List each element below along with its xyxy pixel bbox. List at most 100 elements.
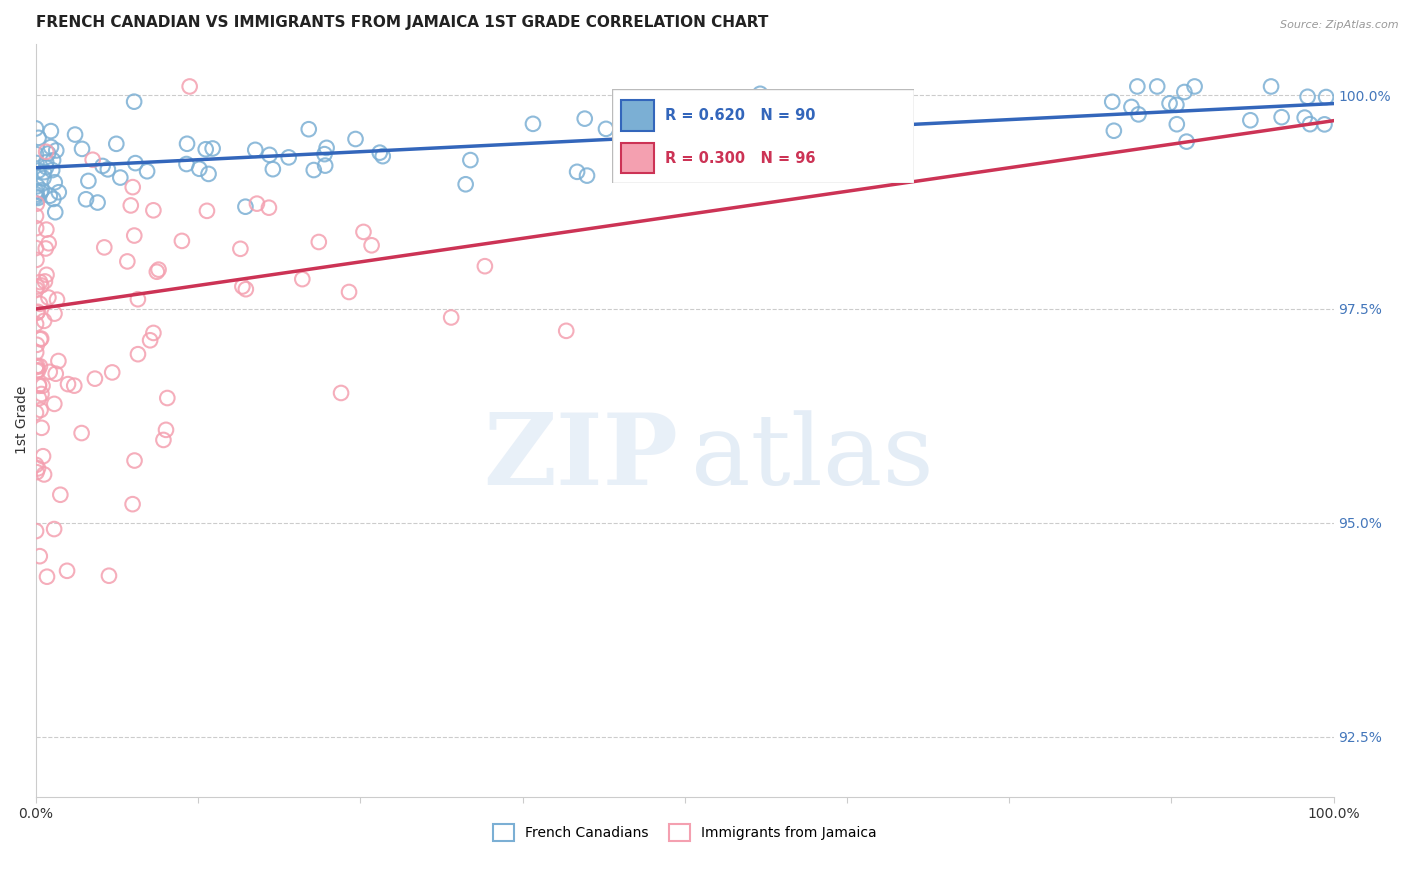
Point [176,157,198,171]
Point [259,148,281,162]
Point [142,203,165,218]
Text: atlas: atlas [692,410,934,506]
Point [28,391,51,405]
Point [38,365,60,379]
Point [124,156,146,170]
Point [796,146,818,161]
Point [1102,124,1125,138]
Point [25,465,48,479]
Point [35,155,58,169]
Point [39,124,62,138]
Point [38,236,60,251]
Point [1315,90,1337,104]
Point [41,163,63,178]
Point [30,278,52,293]
Point [25,184,48,198]
Point [1166,98,1188,112]
Point [440,310,463,325]
Point [27,305,49,319]
Text: ZIP: ZIP [484,409,678,507]
Point [25,345,48,359]
Point [314,147,336,161]
Point [25,241,48,255]
Point [25,406,48,420]
Point [235,282,257,296]
Point [124,453,146,467]
Y-axis label: 1st Grade: 1st Grade [15,386,30,454]
Point [25,458,48,472]
Point [82,153,104,167]
Point [75,192,97,206]
Point [246,196,269,211]
Point [25,187,48,202]
Point [522,117,544,131]
Point [48,185,70,199]
Point [25,364,48,378]
Point [1173,85,1195,99]
Point [1260,79,1282,94]
Point [27,131,49,145]
Point [675,120,697,134]
Point [330,386,353,401]
Point [35,570,58,584]
Point [42,522,65,536]
Point [337,285,360,299]
Point [32,467,55,482]
Point [35,160,58,174]
Point [1175,135,1198,149]
Point [28,379,51,393]
Point [574,112,596,126]
Point [139,333,162,347]
Point [37,291,59,305]
Point [56,564,79,578]
Point [155,423,177,437]
Point [56,377,79,392]
Point [31,421,53,435]
Point [122,95,145,109]
Point [39,140,62,154]
Point [148,262,170,277]
Point [676,100,699,114]
Point [27,163,49,178]
Point [749,87,772,101]
Point [146,265,169,279]
Point [31,378,53,392]
Point [25,360,48,375]
Point [368,145,391,160]
Point [45,367,67,381]
Point [28,377,51,392]
Point [86,195,108,210]
Point [1271,110,1294,124]
Point [70,142,93,156]
Point [127,347,149,361]
Point [197,167,219,181]
Point [460,153,482,167]
Point [46,293,69,307]
Point [314,159,336,173]
Point [44,205,66,219]
Point [1166,117,1188,131]
Point [31,387,53,401]
Point [1146,79,1168,94]
Point [195,203,218,218]
Point [27,179,49,194]
Point [27,363,49,377]
Text: Source: ZipAtlas.com: Source: ZipAtlas.com [1281,20,1399,29]
Point [117,254,139,268]
Point [315,141,337,155]
Text: FRENCH CANADIAN VS IMMIGRANTS FROM JAMAICA 1ST GRADE CORRELATION CHART: FRENCH CANADIAN VS IMMIGRANTS FROM JAMAI… [37,15,768,30]
Point [170,234,193,248]
Point [35,145,58,159]
Point [35,268,58,282]
Point [555,324,578,338]
Point [38,188,60,202]
Point [1294,111,1316,125]
Point [84,372,107,386]
Point [35,242,58,256]
Point [44,175,66,189]
Point [34,275,56,289]
Point [28,549,51,564]
Point [30,332,52,346]
Point [30,186,52,200]
Point [37,146,59,161]
